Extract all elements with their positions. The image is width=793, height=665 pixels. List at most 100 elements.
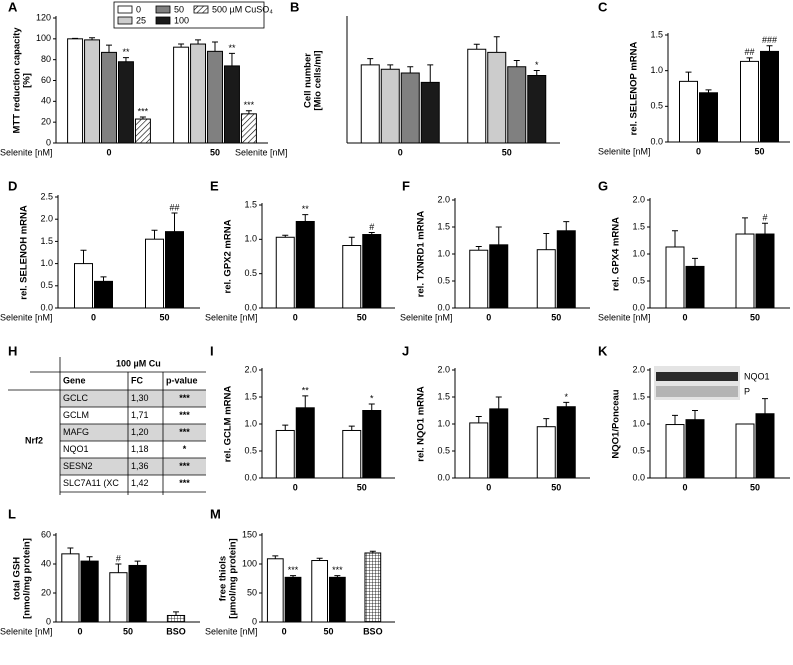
legend-box	[113, 1, 265, 29]
row-shade	[60, 390, 206, 407]
y-tick-label: 1.5	[40, 236, 53, 246]
table-cell: 1,18	[131, 444, 149, 454]
x-axis-label: Selenite [nM]	[0, 147, 53, 157]
bar	[134, 118, 151, 144]
bar	[685, 265, 705, 309]
y-tick-label: 0.0	[40, 302, 53, 312]
table-cell: NQO1	[63, 444, 89, 454]
bar	[755, 413, 775, 479]
y-axis-label: rel. NQO1 mRNA	[416, 386, 427, 462]
panel-letter: C	[598, 0, 608, 14]
error-bar	[348, 425, 355, 431]
y-tick-label: 150	[242, 529, 257, 539]
table-cell: SESN2	[63, 461, 93, 471]
bar	[469, 422, 489, 479]
x-tick-label: 0	[106, 147, 111, 157]
bar	[362, 234, 382, 309]
x-tick-label: 50	[159, 312, 169, 322]
error-bar	[151, 229, 158, 240]
y-tick-label: 50	[247, 587, 257, 597]
panel-letter: G	[598, 178, 608, 193]
bar	[311, 560, 328, 623]
x-tick-label: 0	[91, 312, 96, 322]
error-bar	[178, 43, 185, 48]
bar	[362, 410, 382, 479]
y-tick-label: 1.5	[632, 391, 645, 401]
x-tick-label: 50	[750, 482, 760, 492]
bar	[489, 244, 509, 309]
error-bar	[272, 555, 279, 559]
y-tick-label: 2.0	[40, 214, 53, 224]
y-tick-label: 20	[41, 117, 51, 127]
y-tick-label: 40	[41, 96, 51, 106]
table-cell: 1,30	[131, 393, 149, 403]
y-tick-label: 0.0	[437, 302, 450, 312]
y-tick-label: 1.0	[632, 248, 645, 258]
x-tick-label: 50	[754, 146, 764, 156]
y-axis-label: rel. TXNRD1 mRNA	[416, 211, 427, 298]
legend-swatch	[155, 16, 171, 25]
y-tick-label: 2.0	[632, 364, 645, 374]
significance: #	[116, 553, 121, 563]
bar	[84, 39, 101, 144]
row-shade	[60, 458, 206, 475]
y-tick-label: 1.5	[632, 221, 645, 231]
bar	[536, 249, 556, 309]
bar	[469, 249, 489, 309]
error-bar	[228, 52, 235, 66]
table-cell: ***	[179, 461, 190, 471]
error-bar	[115, 563, 122, 573]
error-bar	[387, 64, 394, 70]
error-bar	[762, 222, 768, 235]
bar	[536, 426, 556, 479]
bar	[342, 245, 362, 309]
error-bar	[742, 217, 748, 235]
x-tick-label: 0	[293, 312, 298, 322]
bar	[80, 560, 99, 623]
bar	[760, 50, 779, 143]
error-bar	[368, 403, 375, 411]
y-tick-label: 2.0	[244, 364, 257, 374]
significance: ***	[138, 106, 149, 116]
significance: **	[228, 43, 236, 53]
x-tick-label: 0	[486, 312, 491, 322]
y-axis-label: [nmol/mg protein]	[22, 538, 33, 619]
error-bar	[282, 424, 289, 431]
legend-label: 50	[174, 4, 184, 14]
y-tick-label: 0.5	[632, 275, 645, 285]
bar	[94, 280, 113, 309]
error-bar	[100, 276, 107, 282]
y-tick-label: 40	[41, 558, 51, 568]
table-header: 100 µM Cu	[116, 358, 161, 368]
panel-letter: K	[598, 343, 608, 358]
bar	[364, 552, 382, 623]
bar	[360, 64, 380, 144]
y-tick-label: 20	[41, 587, 51, 597]
x-tick-label: 0	[293, 482, 298, 492]
panel-letter: A	[8, 0, 18, 14]
bar	[685, 419, 705, 479]
bar	[284, 576, 302, 623]
bar	[295, 220, 315, 309]
table-cell: 1,36	[131, 461, 149, 471]
error-bar	[475, 415, 482, 423]
error-bar	[171, 212, 178, 232]
bar	[665, 424, 685, 479]
legend-label: 0	[136, 4, 141, 14]
error-bar	[766, 45, 773, 52]
bar	[489, 408, 509, 479]
error-bar	[134, 560, 141, 566]
error-bar	[762, 398, 768, 414]
y-tick-label: 0.0	[244, 302, 257, 312]
table-cell: GCLC	[63, 393, 89, 403]
legend-swatch	[117, 16, 133, 25]
error-bar	[427, 64, 434, 83]
table-cell: ***	[179, 393, 190, 403]
y-tick-label: 0.5	[437, 445, 450, 455]
bar	[400, 72, 420, 144]
significance: **	[122, 47, 130, 57]
bar	[223, 65, 240, 144]
bar	[487, 51, 507, 144]
column-header: FC	[131, 375, 143, 385]
x-tick-label: 0	[282, 626, 287, 636]
